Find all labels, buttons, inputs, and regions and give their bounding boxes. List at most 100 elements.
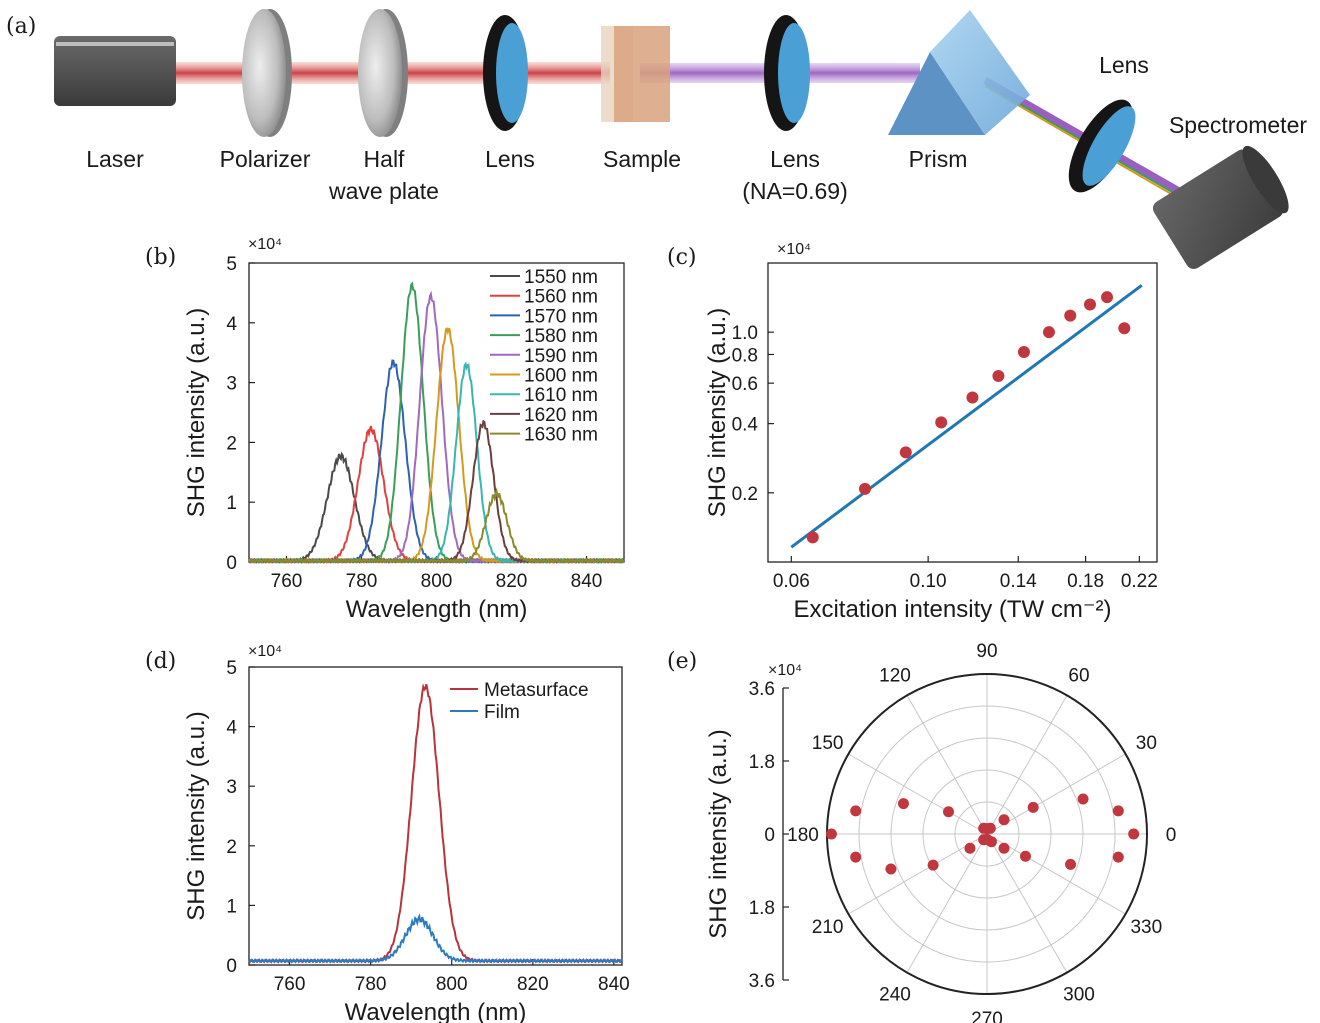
chart-e-radial-tick-label: 3.6 [749, 679, 775, 700]
chart-b-x-tick-label: 760 [271, 571, 303, 592]
chart-e-angle-label: 210 [812, 917, 844, 938]
chart-c-data-point [966, 391, 979, 404]
panel-e-tag: (e) [667, 649, 697, 674]
chart-e-angular-grid-line [986, 833, 1068, 973]
lens-3-label: Lens [1099, 52, 1149, 78]
chart-b-x-tick-label: 800 [421, 571, 453, 592]
chart-e-angle-label: 180 [787, 825, 819, 846]
panel-d: (d) ×10⁴ 760 780 800 820 840 0 1 2 3 4 5 Wavelength… [145, 643, 630, 1023]
chart-e-data-point [985, 836, 997, 848]
chart-b-legend-label: 1590 nm [524, 346, 598, 367]
panel-d-multiplier: ×10⁴ [248, 643, 282, 660]
chart-c-y-tick-label: 1.0 [732, 323, 758, 344]
chart-d-y-tick-label: 2 [226, 837, 237, 858]
chart-b-legend-label: 1620 nm [524, 405, 598, 426]
chart-e-y-axis-title: SHG intensity (a.u.) [705, 729, 732, 938]
panel-c: (c) ×10⁴ 0.06 0.10 0.14 0.18 0.220.20.40.60.… [667, 241, 1158, 623]
panel-e-multiplier: ×10⁴ [768, 662, 802, 679]
polarizer-icon [242, 9, 292, 137]
chart-b: 760 780 800 820 840 0 1 2 3 4 5 Wavelength (nm) SHG … [183, 254, 625, 623]
spectrometer-label: Spectrometer [1169, 112, 1307, 138]
chart-e-data-point [964, 842, 976, 854]
polarizer-label: Polarizer [220, 146, 311, 172]
panel-a-tag: (a) [6, 14, 36, 39]
chart-b-x-tick-label: 780 [346, 571, 378, 592]
half-wave-plate-label-2: wave plate [328, 178, 439, 204]
chart-d-x-tick-label: 760 [274, 974, 306, 995]
chart-e-angle-label: 0 [1166, 825, 1177, 846]
chart-b-legend-label: 1630 nm [524, 425, 598, 446]
lens-2-label-1: Lens [770, 146, 820, 172]
chart-e-data-point [1128, 828, 1140, 840]
chart-e-data-point [998, 842, 1010, 854]
chart-b-series-line [248, 451, 625, 564]
chart-c-data-point [899, 446, 912, 459]
chart-b-legend-label: 1550 nm [524, 267, 598, 288]
chart-e-data-point [885, 863, 897, 875]
chart-e-angular-grid-line [986, 753, 1126, 835]
chart-c-x-tick-label: 0.22 [1121, 571, 1158, 592]
chart-e-angle-label: 300 [1063, 984, 1095, 1005]
chart-e-data-point [943, 806, 955, 818]
chart-b-legend-label: 1560 nm [524, 287, 598, 308]
panel-e: (e) ×10⁴ 0 30 60 90 120 150 180 210 240 270 300 330… [667, 641, 1176, 1023]
chart-d-y-tick-label: 3 [226, 777, 237, 798]
chart-c-y-tick-label: 0.2 [732, 484, 758, 505]
chart-b-y-tick-label: 2 [226, 433, 237, 454]
chart-e-angular-grid-line [986, 695, 1068, 835]
half-wave-plate-icon [358, 9, 408, 137]
chart-b-y-tick-label: 1 [226, 493, 237, 514]
chart-e-data-point [1019, 850, 1031, 862]
lens-3-icon [1068, 99, 1136, 193]
chart-c-data-point [1084, 298, 1097, 311]
chart-e-data-point [1065, 858, 1077, 870]
sample-icon [601, 26, 670, 122]
lens-1-label: Lens [485, 146, 535, 172]
chart-c-y-tick-label: 0.8 [732, 345, 758, 366]
chart-d-y-tick-label: 0 [226, 956, 237, 977]
laser-icon [54, 36, 176, 106]
chart-d-series-line [248, 913, 623, 964]
chart-d-y-tick-label: 5 [226, 658, 237, 679]
chart-e-data-point [927, 859, 939, 871]
chart-e-radial-tick-label: 3.6 [749, 971, 775, 992]
sample-label: Sample [603, 146, 681, 172]
spectrometer-icon [1152, 145, 1289, 269]
chart-e-data-point [1112, 805, 1124, 817]
chart-c-y-tick-label: 0.4 [732, 415, 759, 436]
chart-d-y-tick-label: 1 [226, 896, 237, 917]
lens-1-icon [483, 15, 528, 131]
laser-label: Laser [86, 146, 144, 172]
chart-e-data-point [825, 828, 837, 840]
chart-b-y-axis-title: SHG intensity (a.u.) [183, 308, 210, 517]
chart-e-data-point [850, 851, 862, 863]
chart-c-y-tick-label: 0.6 [732, 374, 758, 395]
chart-e-angle-label: 60 [1068, 666, 1089, 687]
chart-c-data-point [806, 531, 819, 544]
chart-e-angular-grid-line [986, 833, 1126, 915]
chart-d-legend-label: Metasurface [484, 680, 589, 701]
chart-d-x-tick-label: 780 [355, 974, 387, 995]
panel-b-tag: (b) [145, 245, 176, 270]
chart-c: 0.06 0.10 0.14 0.18 0.22 0.2 0.4 0.6 0.81.0 Excit… [704, 262, 1158, 623]
chart-e-angle-label: 270 [971, 1009, 1003, 1023]
prism-icon [888, 10, 1030, 135]
chart-c-plot-frame [767, 262, 1158, 563]
panel-c-multiplier: ×10⁴ [777, 241, 811, 258]
chart-d-plot-frame [248, 666, 623, 966]
chart-b-legend-label: 1580 nm [524, 326, 598, 347]
chart-c-data-point [1064, 309, 1077, 322]
chart-c-x-axis-title: Excitation intensity (TW cm⁻²) [793, 596, 1111, 623]
chart-e-data-point [1077, 793, 1089, 805]
chart-b-series-line [248, 487, 625, 564]
chart-e-radial-tick-label: 1.8 [749, 898, 775, 919]
chart-d-x-tick-label: 800 [436, 974, 468, 995]
chart-c-fit-line [790, 284, 1143, 549]
chart-e-angular-grid-line [906, 695, 988, 835]
chart-c-data-point [1017, 345, 1030, 358]
chart-c-x-tick-label: 0.14 [1000, 571, 1037, 592]
lens-2-label-2: (NA=0.69) [742, 178, 847, 204]
chart-e-angular-grid-line [906, 833, 988, 973]
chart-e-angle-label: 120 [879, 666, 911, 687]
chart-e-data-point [1027, 801, 1039, 813]
